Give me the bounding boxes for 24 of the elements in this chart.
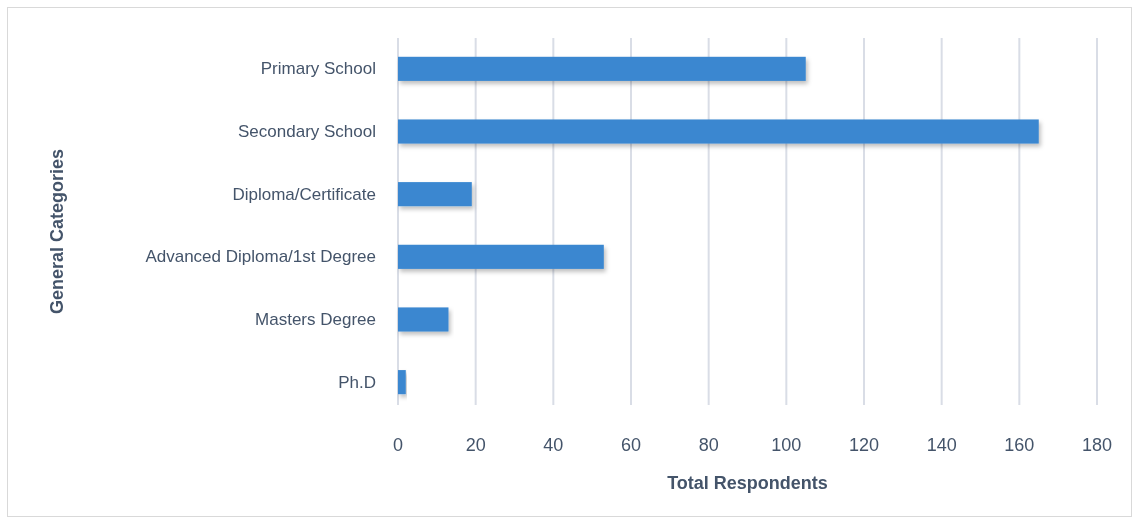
bar [398, 182, 472, 207]
y-tick-label: Diploma/Certificate [232, 184, 376, 204]
bar [398, 119, 1039, 144]
bar [398, 56, 806, 81]
x-tick-label: 0 [392, 435, 404, 455]
bar [398, 244, 604, 269]
y-axis-title: General Categories [47, 148, 67, 315]
x-tick-label: 80 [698, 435, 719, 455]
bar [398, 370, 406, 395]
bar [398, 307, 449, 332]
y-tick-label: Ph.D [338, 372, 376, 392]
x-tick-label: 100 [771, 435, 802, 455]
x-axis-title: Total Respondents [667, 473, 828, 493]
y-tick-label: Advanced Diploma/1st Degree [145, 247, 376, 267]
x-tick-label: 40 [543, 435, 564, 455]
y-tick-label: Masters Degree [255, 309, 376, 329]
y-tick-label: Primary School [260, 59, 376, 79]
x-tick-label: 20 [465, 435, 486, 455]
x-tick-label: 180 [1081, 435, 1113, 455]
x-tick-label: 60 [620, 435, 642, 455]
x-tick-label: 160 [1004, 435, 1035, 455]
y-tick-label: Secondary School [238, 122, 376, 142]
x-tick-label: 120 [848, 435, 880, 455]
x-tick-label: 140 [926, 435, 957, 455]
